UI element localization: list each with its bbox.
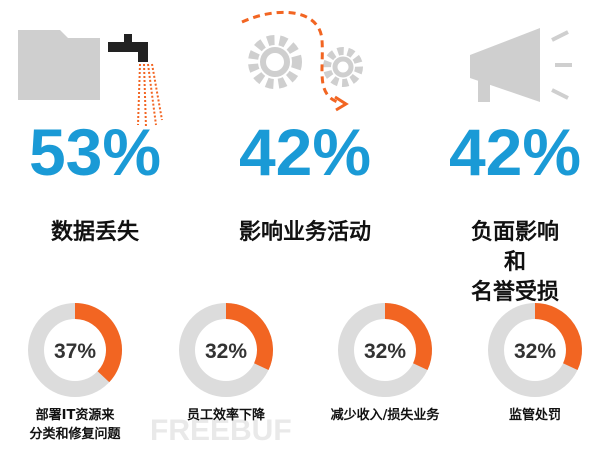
- stat-value: 53%: [29, 115, 161, 189]
- donut-arc: [384, 303, 432, 371]
- donut-label: 减少收入/损失业务: [330, 408, 440, 423]
- donut-label: 监管处罚: [508, 408, 562, 423]
- donut-value: 32%: [364, 340, 406, 363]
- donut-arc: [225, 303, 273, 371]
- donut-arc: [74, 303, 122, 383]
- stat-value: 42%: [239, 115, 371, 189]
- watermark: FREEBUF: [150, 414, 292, 447]
- donut-value: 37%: [54, 340, 96, 363]
- folder-icon: [18, 30, 163, 129]
- stat-label: 数据丢失: [50, 220, 140, 245]
- stat-label: 负面影响和 名誉受损: [470, 220, 559, 305]
- megaphone-icon: [470, 28, 572, 102]
- stat-value: 42%: [449, 115, 581, 189]
- stat-label: 影响业务活动: [238, 220, 372, 245]
- donut-value: 32%: [514, 340, 556, 363]
- gears-icon: [241, 10, 363, 112]
- donut-label: 员工效率下降: [186, 408, 266, 423]
- donut-arc: [534, 303, 582, 371]
- donut-value: 32%: [205, 340, 247, 363]
- donut-label: 部署IT资源来 分类和修复问题: [29, 408, 121, 442]
